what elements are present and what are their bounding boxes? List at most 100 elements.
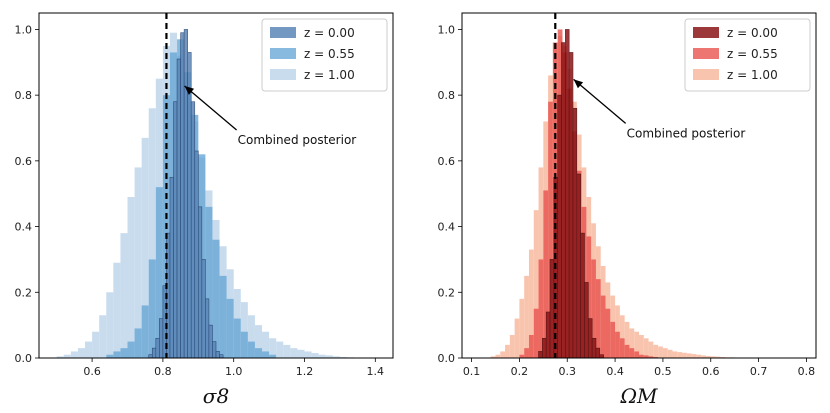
histogram-bar xyxy=(643,338,649,358)
legend-label: z = 1.00 xyxy=(304,68,355,82)
histogram-bar xyxy=(576,173,581,359)
histogram-bar xyxy=(127,341,135,358)
histogram-bar xyxy=(176,58,181,359)
histogram-bar xyxy=(658,346,663,358)
histogram-bar xyxy=(208,324,213,359)
y-tick-label: 0.6 xyxy=(438,155,456,168)
histogram-bar xyxy=(648,341,654,358)
histogram-bar xyxy=(533,210,539,358)
x-tick-label: 0.7 xyxy=(750,365,768,378)
histogram-bar xyxy=(99,315,107,358)
annotation-arrow xyxy=(573,78,627,124)
histogram-bar xyxy=(92,331,100,358)
annotation-text: Combined posterior xyxy=(627,126,746,140)
legend-label: z = 0.00 xyxy=(727,26,778,40)
y-tick-label: 1.0 xyxy=(15,23,33,36)
x-tick-label: 0.6 xyxy=(702,365,720,378)
histogram-bar xyxy=(634,331,639,358)
axes-frame xyxy=(461,12,817,359)
annotation-text: Combined posterior xyxy=(238,133,357,147)
histogram-bar xyxy=(691,354,697,358)
histogram-bar xyxy=(113,351,121,358)
histogram-bar xyxy=(219,275,227,358)
legend-swatch xyxy=(270,27,296,38)
histogram-bar xyxy=(549,259,555,359)
histogram-bar xyxy=(595,279,601,358)
histogram-bar xyxy=(595,347,601,359)
histogram-bar xyxy=(77,348,86,358)
histogram-bar xyxy=(148,108,156,358)
histogram-bar xyxy=(629,328,635,358)
x-tick-label: 0.2 xyxy=(511,365,529,378)
histogram-bar xyxy=(120,233,128,358)
histogram-bar xyxy=(304,351,312,358)
histogram-bar xyxy=(686,353,692,358)
histogram-bar xyxy=(155,337,160,359)
histogram-bar xyxy=(262,331,270,358)
histogram-bar xyxy=(543,190,549,358)
histogram-bar xyxy=(276,341,284,358)
annotation-arrowhead xyxy=(184,86,195,95)
histogram-bar xyxy=(584,282,589,359)
histogram-bar xyxy=(226,298,234,358)
histogram-bar xyxy=(233,318,241,358)
histogram-bar xyxy=(283,344,291,358)
legend-label: z = 0.55 xyxy=(727,47,778,61)
y-tick-label: 0.8 xyxy=(438,89,456,102)
histogram-bar xyxy=(134,167,142,358)
histogram-bar xyxy=(173,101,178,359)
histogram-bar xyxy=(715,356,721,358)
histogram-bar xyxy=(201,259,206,359)
histogram-bar xyxy=(629,348,635,358)
histogram-bar xyxy=(240,331,248,358)
histogram-bar xyxy=(710,356,716,358)
histogram-bar xyxy=(269,354,277,358)
histogram-bar xyxy=(524,275,529,358)
histogram-bar xyxy=(269,338,277,358)
histogram-bar xyxy=(106,292,114,358)
histogram-bar xyxy=(297,349,305,358)
histogram-bar xyxy=(662,348,668,358)
histogram-bar xyxy=(538,259,544,358)
histogram-bar xyxy=(615,331,620,358)
x-tick-label: 0.1 xyxy=(463,365,481,378)
x-tick-label: 0.6 xyxy=(83,365,101,378)
histogram-bar xyxy=(528,249,534,358)
histogram-bar xyxy=(653,344,659,358)
legend-label: z = 1.00 xyxy=(727,68,778,82)
histogram-bar xyxy=(533,308,539,358)
y-tick-label: 0.0 xyxy=(15,352,33,365)
histogram-bar xyxy=(672,351,678,358)
legend-label: z = 0.55 xyxy=(304,47,355,61)
x-tick-label: 0.4 xyxy=(606,365,624,378)
legend-swatch xyxy=(693,27,719,38)
histogram-bar xyxy=(505,344,510,358)
histogram-bar xyxy=(311,353,319,358)
histogram-bar xyxy=(85,341,93,358)
histogram-bar xyxy=(696,354,702,358)
omega-m-histogram-panel: 0.1 0.2 0.3 0.4 0.5 0.6 0.7 0.8 0.0 0.2 0.4 0.6 0.8 1… xyxy=(438,12,817,408)
y-tick-label: 1.0 xyxy=(438,23,456,36)
histogram-bar xyxy=(545,311,551,359)
x-tick-label: 0.3 xyxy=(558,365,576,378)
histogram-bar xyxy=(198,206,203,359)
annotation-arrowhead xyxy=(573,79,584,89)
histogram-bar xyxy=(519,354,525,358)
histogram-bar xyxy=(141,137,149,358)
histogram-bar xyxy=(240,302,248,358)
axes-frame xyxy=(38,12,394,359)
x-tick-label: 0.8 xyxy=(798,365,816,378)
histogram-bar xyxy=(120,348,128,358)
histogram-bar xyxy=(634,351,639,358)
histogram-bar xyxy=(572,107,578,359)
histogram-bar xyxy=(155,187,163,358)
histogram-bar xyxy=(500,351,506,358)
y-tick-label: 0.6 xyxy=(15,155,33,168)
histogram-bar xyxy=(56,356,64,358)
histogram-bar xyxy=(212,239,220,358)
histogram-bar xyxy=(624,321,630,358)
histogram-bar xyxy=(568,52,574,359)
histogram-bar xyxy=(591,337,597,359)
y-tick-label: 0.8 xyxy=(15,89,33,102)
